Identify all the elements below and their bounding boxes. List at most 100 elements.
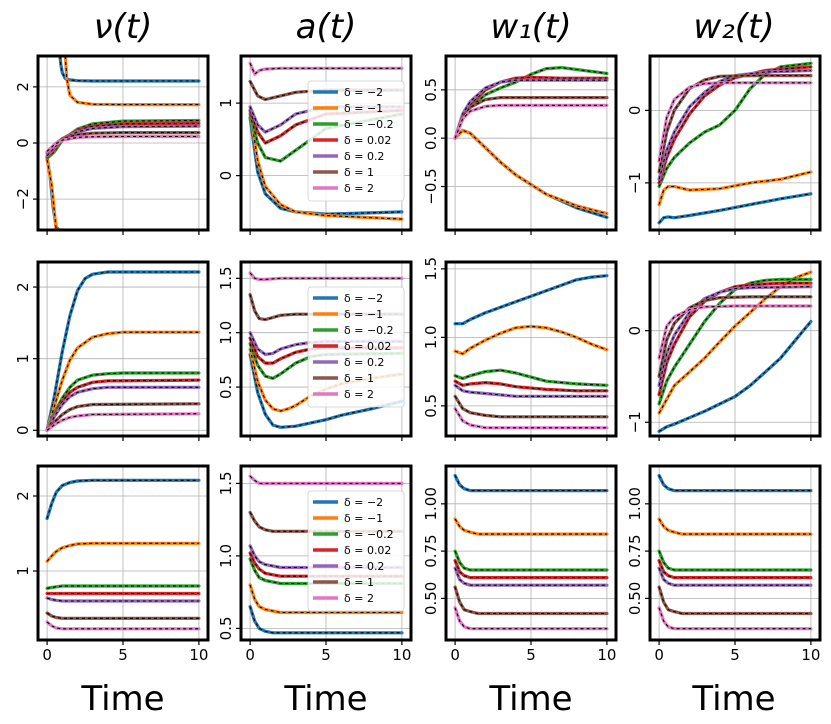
x-tick-label: 0 [450,646,460,664]
legend-entry: δ = 2 [344,388,374,401]
series-reference-dashed [46,132,199,154]
subplot-r3-c1: 0 5 10 2 1 [14,464,210,664]
x-label-col-4: Time [691,679,775,719]
series-reference-dashed [454,567,607,586]
series-reference-dashed [249,354,403,428]
legend-entry: δ = 1 [344,576,374,589]
legend-entry: δ = 2 [344,592,374,605]
subplot-r2-c1: 2 1 0 [14,260,210,441]
series-reference-dashed [249,584,402,614]
legend-entry: δ = −2 [344,292,383,305]
y-tick-label: 1 [217,98,235,108]
series-group [453,65,609,219]
y-tick-label: −0.5 [422,168,440,204]
subplot-r2-c3: 1.5 1.0 0.5 [422,257,618,441]
series-reference-dashed [658,607,811,630]
series-reference-dashed [454,560,607,579]
x-tick-label: 0 [245,646,255,664]
series-group [657,270,813,433]
y-tick-label: 1.00 [626,487,644,520]
legend: δ = −2 δ = −1 δ = −0.2 δ = 0.02 δ = 0.2 δ = 1… [307,490,405,612]
x-tick-label: 5 [118,646,128,664]
legend-entry: δ = −2 [344,86,383,99]
series-reference-dashed [46,386,199,431]
series-reference-dashed [658,586,811,615]
legend-entry: δ = 1 [344,372,374,385]
y-tick-label: 2 [14,282,32,292]
y-tick-label: 0 [217,171,235,181]
series-reference-dashed [454,129,608,215]
series-reference-dashed [455,275,607,325]
series-reference-dashed [454,607,607,630]
y-tick-label: 1.5 [422,257,440,281]
series-reference-dashed [249,294,402,321]
y-tick-label: 0.50 [422,582,440,615]
series-group [657,473,813,631]
series-reference-dashed [46,479,199,519]
series-reference-dashed [249,545,402,569]
x-axis-labels: Time Time Time Time [80,679,775,719]
x-label-col-2: Time [283,679,367,719]
column-title-a: a(t) [296,7,357,47]
series-reference-dashed [46,125,199,156]
series-line [657,285,813,388]
series-line [45,620,201,631]
legend-entry: δ = 0.02 [344,134,391,147]
series-line [248,108,404,221]
series-reference-dashed [454,550,607,571]
series-reference-dashed [64,56,199,106]
y-tick-label: 0.50 [626,582,644,615]
y-tick-label: 0.5 [422,394,440,418]
y-tick-label: 0.5 [422,78,440,102]
x-tick-label: 0 [42,646,52,664]
x-tick-label: 10 [597,646,616,664]
series-line [58,56,201,83]
series-reference-dashed [46,331,199,431]
y-tick-label: 2 [14,82,32,92]
series-line [657,517,813,536]
series-line [657,270,813,415]
series-line [45,596,201,603]
y-tick-label: 1.0 [422,325,440,349]
y-tick-label: 0 [626,106,644,116]
y-tick-label: 1 [14,354,32,364]
x-tick-label: 5 [321,646,331,664]
series-reference-dashed [46,271,199,431]
x-tick-label: 10 [392,646,411,664]
legend: δ = −2 δ = −1 δ = −0.2 δ = 0.02 δ = 0.2 δ = 1… [307,286,405,408]
series-reference-dashed [658,560,811,579]
series-reference-dashed [249,113,403,162]
y-tick-label: 1.0 [217,544,235,568]
series-reference-dashed [658,305,811,359]
y-tick-label: 0.75 [626,534,644,567]
series-reference-dashed [454,104,607,139]
series-group [45,478,201,631]
legend: δ = −2 δ = −1 δ = −0.2 δ = 0.02 δ = 0.2 δ = 1… [307,80,405,202]
subplot-r1-c2: 10δ = −2δ = −1δ = −0.2δ = 0.02δ = 0.2δ =… [217,54,413,235]
series-reference-dashed [658,475,811,492]
legend-entry: δ = 0.02 [344,340,391,353]
series-reference-dashed [454,97,607,139]
legend-entry: δ = 2 [344,182,374,195]
y-tick-label: 0.75 [422,534,440,567]
x-tick-label: 0 [654,646,664,664]
series-group [453,473,609,631]
legend-entry: δ = −0.2 [344,118,394,131]
legend-entry: δ = −1 [344,102,383,115]
series-reference-dashed [658,550,811,571]
series-reference-dashed [249,475,402,484]
subplot-r3-c4: 0 5 10 1.00 0.75 0.50 [626,464,822,664]
series-group [45,56,201,230]
series-reference-dashed [658,69,811,180]
series-reference-dashed [454,325,608,355]
y-tick-label: 0 [14,425,32,435]
legend-entry: δ = −0.2 [344,324,394,337]
legend-entry: δ = 1 [344,166,374,179]
y-tick-label: 2 [14,491,32,501]
y-tick-label: −2 [14,188,32,210]
column-title-w1: w₁(t) [490,7,571,47]
x-tick-label: 5 [526,646,536,664]
y-tick-label: 0 [14,138,32,148]
y-tick-label: 0 [626,326,644,336]
